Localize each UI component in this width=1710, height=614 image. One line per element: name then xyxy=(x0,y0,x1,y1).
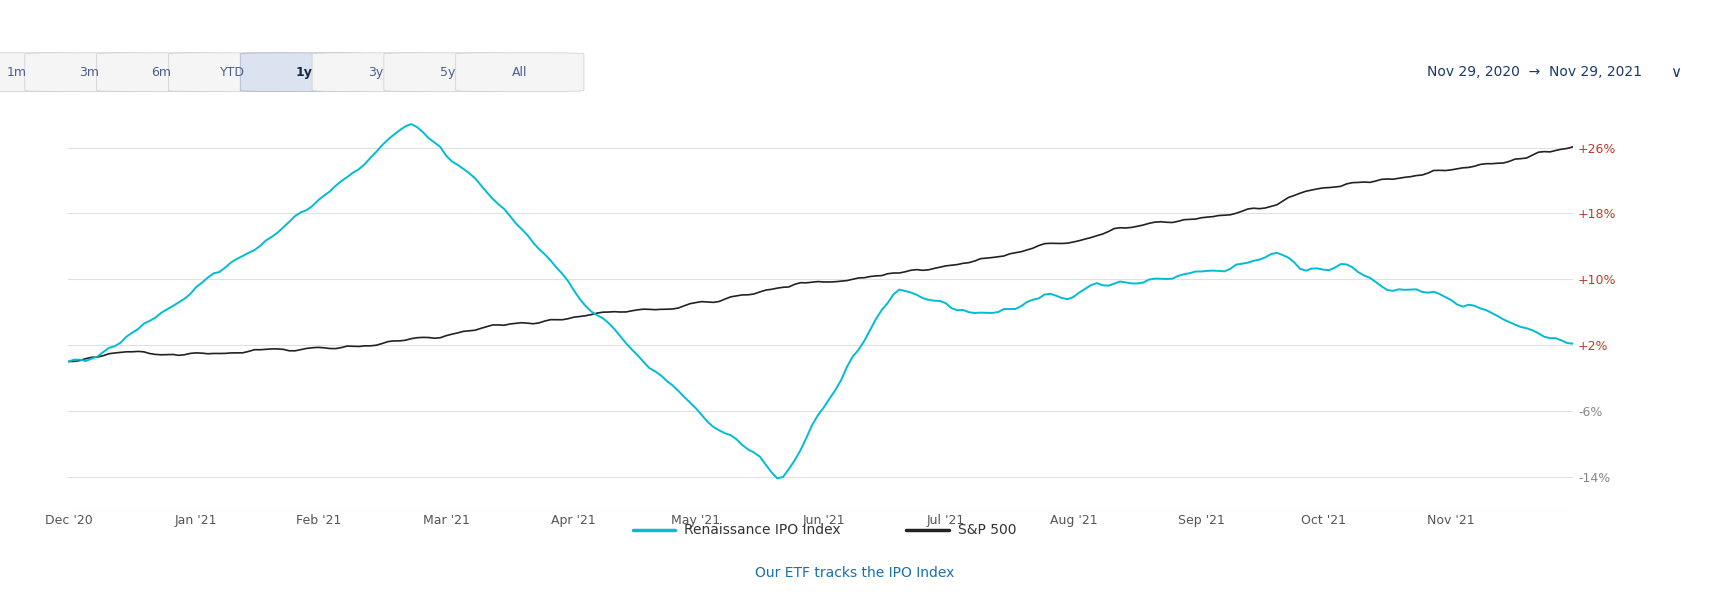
FancyBboxPatch shape xyxy=(26,53,154,91)
Text: All: All xyxy=(511,66,528,79)
Text: 6m: 6m xyxy=(150,66,171,79)
Text: 1y: 1y xyxy=(296,66,313,79)
FancyBboxPatch shape xyxy=(168,53,298,91)
FancyBboxPatch shape xyxy=(455,53,585,91)
Text: S&P 500: S&P 500 xyxy=(958,523,1016,537)
Text: YTD: YTD xyxy=(221,66,245,79)
Text: Our ETF tracks the IPO Index: Our ETF tracks the IPO Index xyxy=(756,567,954,580)
FancyBboxPatch shape xyxy=(96,53,226,91)
FancyBboxPatch shape xyxy=(241,53,369,91)
Text: ∨: ∨ xyxy=(1671,64,1681,80)
FancyBboxPatch shape xyxy=(383,53,513,91)
FancyBboxPatch shape xyxy=(0,53,82,91)
FancyBboxPatch shape xyxy=(313,53,441,91)
Text: 1m: 1m xyxy=(7,66,27,79)
Text: 3m: 3m xyxy=(79,66,99,79)
Text: Nov 29, 2020  →  Nov 29, 2021: Nov 29, 2020 → Nov 29, 2021 xyxy=(1426,65,1642,79)
Text: 5y: 5y xyxy=(441,66,455,79)
Text: Renaissance IPO Index: Renaissance IPO Index xyxy=(684,523,841,537)
Text: 3y: 3y xyxy=(369,66,383,79)
